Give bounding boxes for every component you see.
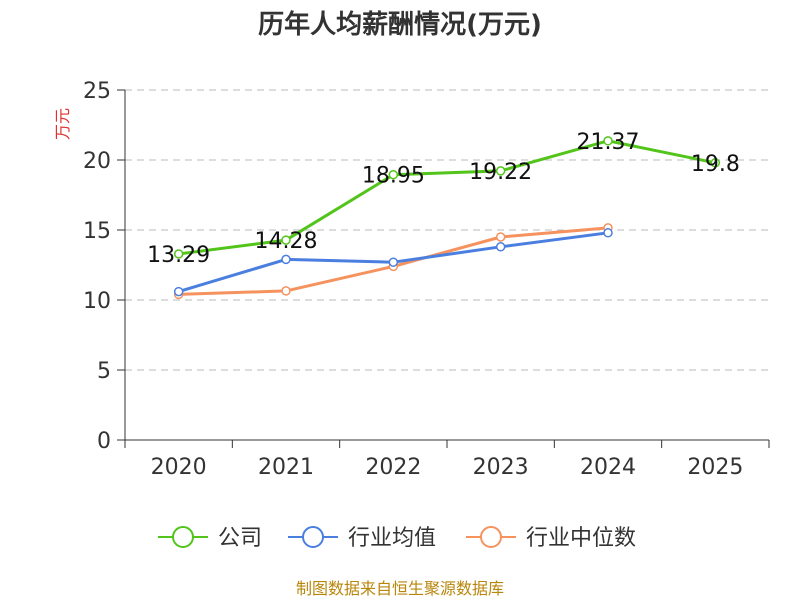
legend-label: 行业均值 [348,526,436,551]
chart-title: 历年人均薪酬情况(万元) [258,9,542,40]
data-label: 19.8 [691,152,740,177]
data-label: 21.37 [577,130,640,155]
data-point [281,286,291,296]
data-point [495,232,506,242]
data-point [710,158,721,168]
data-point [281,235,291,245]
x-tick-label: 2021 [258,455,314,480]
legend-label: 行业中位数 [526,526,636,551]
data-point [603,136,613,146]
data-point [281,254,291,265]
x-tick-label: 2020 [151,455,207,480]
data-label: 13.29 [147,243,210,268]
source-note: 制图数据来自恒生聚源数据库 [296,579,504,598]
y-tick-label: 5 [97,359,111,384]
y-tick-label: 10 [83,289,111,314]
data-point [388,169,399,180]
legend: 公司 行业均值 行业中位数 [158,526,636,551]
series-lines [173,136,721,300]
x-tick-label: 2023 [473,455,529,480]
y-tick-label: 20 [83,149,111,174]
x-tick-label: 2025 [687,455,743,480]
data-point [173,249,184,259]
data-point [495,242,506,252]
data-point [603,228,613,238]
series-line [177,139,717,256]
data-point [495,166,506,176]
gridlines [125,89,769,371]
data-label: 14.28 [255,229,318,254]
data-point [173,286,184,297]
y-tick-label: 0 [97,429,111,454]
legend-label: 公司 [218,526,262,551]
legend-marker [480,526,502,548]
y-tick-label: 25 [83,79,111,104]
x-tick-label: 2022 [365,455,421,480]
legend-item[interactable]: 行业中位数 [466,526,636,551]
y-tick-label: 15 [83,219,111,244]
x-tick-label: 2024 [580,455,636,480]
legend-marker [302,526,324,548]
legend-item[interactable]: 行业均值 [288,526,436,551]
data-label: 19.22 [469,160,532,185]
data-label: 18.95 [362,164,425,189]
data-labels: 13.29 14.28 18.95 19.22 21.37 19.8 [147,130,740,268]
legend-item[interactable]: 公司 [158,526,262,551]
y-axis-label: 万元 [53,108,72,140]
legend-marker [172,526,194,548]
data-point [388,257,399,267]
